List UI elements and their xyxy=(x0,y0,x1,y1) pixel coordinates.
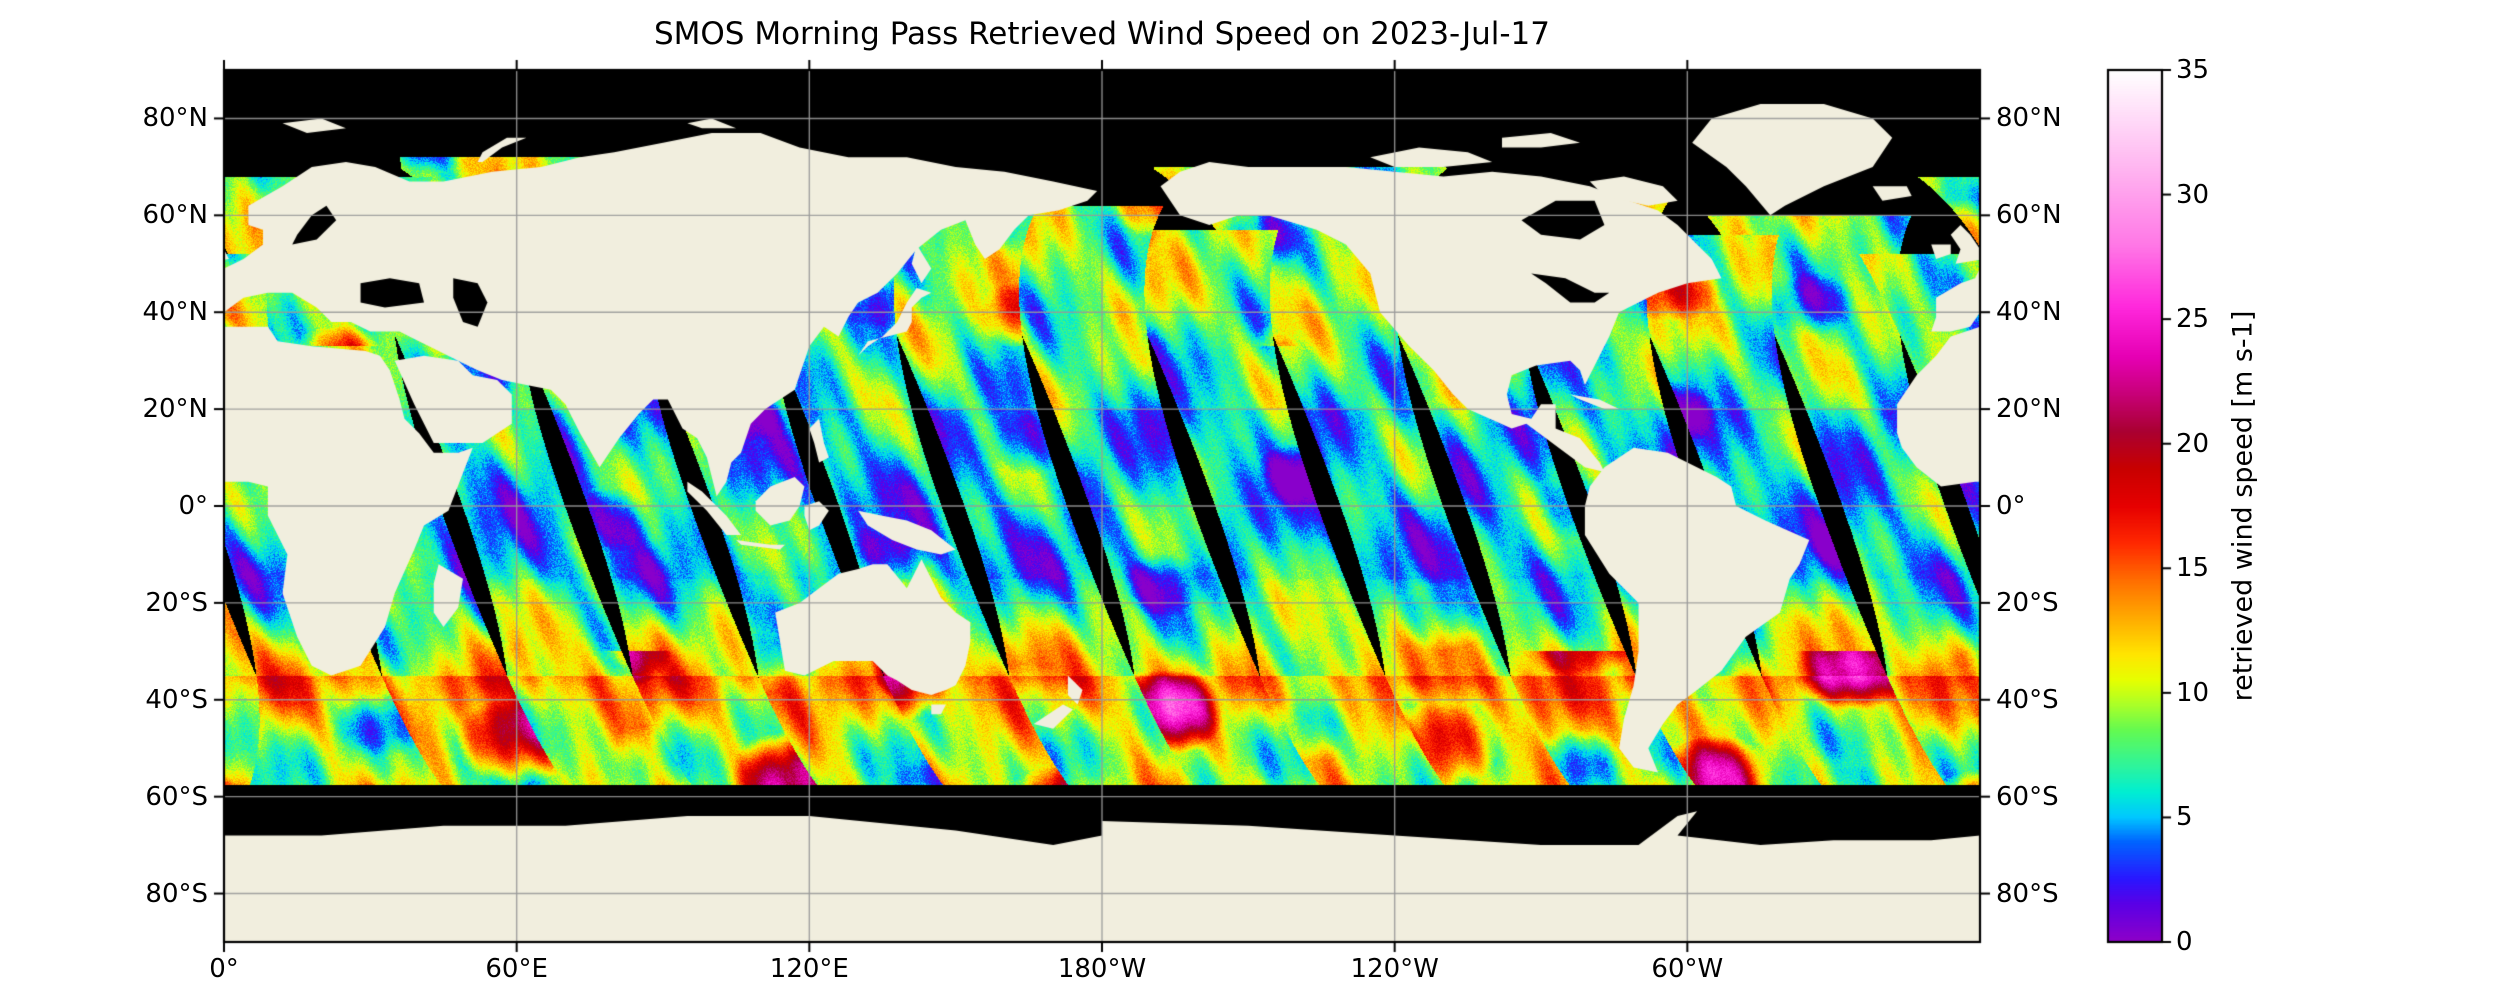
x-axis-tick-label: 180°W xyxy=(1057,954,1147,984)
y-axis-tick-label-right: 80°S xyxy=(1996,878,2059,909)
y-axis-tick-label-left: 40°N xyxy=(142,297,208,328)
y-axis-tick-label-right: 60°S xyxy=(1996,781,2059,812)
y-axis-tick-label-left: 80°N xyxy=(142,103,208,134)
y-axis-tick-label-left: 60°S xyxy=(145,781,208,812)
colorbar-tick-label: 15 xyxy=(2176,553,2210,584)
colorbar-tick-label: 10 xyxy=(2176,677,2210,708)
y-axis-tick-label-right: 60°N xyxy=(1996,200,2062,231)
x-axis-tick-label: 0° xyxy=(209,954,239,984)
y-axis-tick-label-left: 20°S xyxy=(145,587,208,618)
colorbar-tick-label: 25 xyxy=(2176,304,2210,335)
y-axis-tick-label-right: 20°N xyxy=(1996,394,2062,425)
y-axis-tick-label-left: 20°N xyxy=(142,394,208,425)
colorbar-tick-label: 5 xyxy=(2176,802,2193,833)
y-axis-tick-label-right: 40°S xyxy=(1996,684,2059,715)
y-axis-tick-label-right: 20°S xyxy=(1996,587,2059,618)
colorbar-tick-label: 20 xyxy=(2176,428,2210,459)
colorbar-tick-label: 30 xyxy=(2176,179,2210,210)
chart-title: SMOS Morning Pass Retrieved Wind Speed o… xyxy=(653,16,1551,52)
y-axis-tick-label-right: 40°N xyxy=(1996,297,2062,328)
y-axis-tick-label-right: 0° xyxy=(1996,491,2026,521)
colorbar-axis-label: retrieved wind speed [m s-1] xyxy=(2227,310,2259,702)
colorbar-tick-label: 35 xyxy=(2176,55,2210,85)
y-axis-tick-label-right: 80°N xyxy=(1996,103,2062,134)
x-axis-tick-label: 120°W xyxy=(1350,954,1439,984)
y-axis-tick-label-left: 0° xyxy=(178,491,208,521)
x-axis-tick-label: 120°E xyxy=(769,954,849,984)
x-axis-tick-label: 60°W xyxy=(1651,954,1724,984)
y-axis-tick-label-left: 80°S xyxy=(145,878,208,909)
colorbar-tick-label: 0 xyxy=(2176,927,2193,957)
y-axis-tick-label-left: 60°N xyxy=(142,200,208,231)
y-axis-tick-label-left: 40°S xyxy=(145,684,208,715)
x-axis-tick-label: 60°E xyxy=(485,954,548,984)
